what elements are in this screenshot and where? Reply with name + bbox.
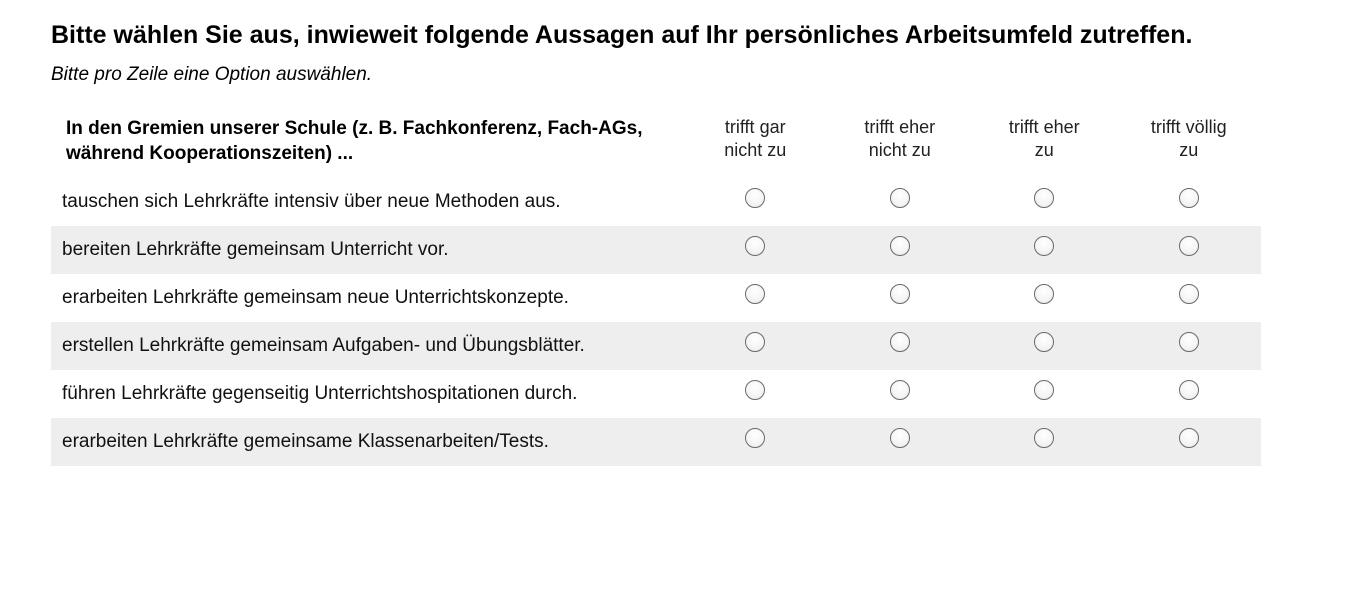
option-header-voellig-zu: trifft völlig zu xyxy=(1117,112,1262,178)
statement-text: erarbeiten Lehrkräfte gemeinsame Klassen… xyxy=(62,431,549,452)
radio-button[interactable] xyxy=(1178,332,1199,352)
matrix-row-label: erstellen Lehrkräfte gemeinsam Aufgaben-… xyxy=(51,322,683,370)
matrix-row-label: erarbeiten Lehrkräfte gemeinsam neue Unt… xyxy=(51,274,683,322)
radio-button[interactable] xyxy=(1034,332,1055,352)
statement-text: bereiten Lehrkräfte gemeinsam Unterricht… xyxy=(62,239,449,260)
option-header-line: trifft eher xyxy=(1008,117,1080,137)
radio-cell xyxy=(1117,178,1262,226)
likert-matrix: In den Gremien unserer Schule (z. B. Fac… xyxy=(51,112,1261,466)
matrix-row: führen Lehrkräfte gegenseitig Unterricht… xyxy=(51,370,1261,418)
option-header-line: trifft gar xyxy=(724,117,786,137)
option-header-line: trifft völlig xyxy=(1150,117,1227,137)
radio-button[interactable] xyxy=(1178,188,1199,208)
matrix-row-label: bereiten Lehrkräfte gemeinsam Unterricht… xyxy=(51,226,683,274)
radio-button[interactable] xyxy=(745,284,766,304)
statement-text: tauschen sich Lehrkräfte intensiv über n… xyxy=(62,191,561,212)
radio-cell xyxy=(1116,322,1261,370)
radio-button[interactable] xyxy=(889,236,910,256)
radio-button[interactable] xyxy=(889,428,910,448)
radio-cell xyxy=(683,226,828,274)
question-title: Bitte wählen Sie aus, inwieweit folgende… xyxy=(51,21,1193,49)
survey-question: Bitte wählen Sie aus, inwieweit folgende… xyxy=(51,0,1261,466)
option-header-line: zu xyxy=(1034,140,1054,160)
radio-cell xyxy=(683,418,828,466)
radio-button[interactable] xyxy=(889,284,910,304)
option-header-gar-nicht-zu: trifft gar nicht zu xyxy=(683,112,828,178)
matrix-statement-header: In den Gremien unserer Schule (z. B. Fac… xyxy=(66,118,643,164)
question-hint: Bitte pro Zeile eine Option auswählen. xyxy=(51,64,373,85)
radio-cell xyxy=(827,226,972,274)
radio-cell xyxy=(972,418,1117,466)
radio-cell xyxy=(972,322,1117,370)
option-header-line: nicht zu xyxy=(868,140,931,160)
matrix-row: erarbeiten Lehrkräfte gemeinsame Klassen… xyxy=(51,418,1261,466)
matrix-row-label: tauschen sich Lehrkräfte intensiv über n… xyxy=(51,178,683,226)
radio-button[interactable] xyxy=(1178,236,1199,256)
option-header-line: zu xyxy=(1179,140,1199,160)
radio-button[interactable] xyxy=(889,380,910,400)
radio-button[interactable] xyxy=(745,428,766,448)
radio-cell xyxy=(828,274,973,322)
matrix-header-row: In den Gremien unserer Schule (z. B. Fac… xyxy=(51,112,1261,178)
radio-cell xyxy=(828,370,973,418)
radio-cell xyxy=(827,322,972,370)
radio-cell xyxy=(683,178,828,226)
option-header-line: nicht zu xyxy=(724,140,787,160)
matrix-row: tauschen sich Lehrkräfte intensiv über n… xyxy=(51,178,1261,226)
matrix-row: erstellen Lehrkräfte gemeinsam Aufgaben-… xyxy=(51,322,1261,370)
radio-cell xyxy=(1116,418,1261,466)
radio-cell xyxy=(683,274,828,322)
option-header-eher-nicht-zu: trifft eher nicht zu xyxy=(828,112,973,178)
radio-button[interactable] xyxy=(1178,380,1199,400)
option-header-eher-zu: trifft eher zu xyxy=(972,112,1117,178)
option-header-line: trifft eher xyxy=(864,117,936,137)
radio-button[interactable] xyxy=(1178,428,1199,448)
radio-cell xyxy=(1116,226,1261,274)
radio-button[interactable] xyxy=(745,380,766,400)
matrix-row-label: erarbeiten Lehrkräfte gemeinsame Klassen… xyxy=(51,418,683,466)
matrix-row: erarbeiten Lehrkräfte gemeinsam neue Unt… xyxy=(51,274,1261,322)
matrix-row-label: führen Lehrkräfte gegenseitig Unterricht… xyxy=(51,370,683,418)
radio-button[interactable] xyxy=(889,188,910,208)
radio-cell xyxy=(972,226,1117,274)
radio-cell xyxy=(972,370,1117,418)
matrix-row: bereiten Lehrkräfte gemeinsam Unterricht… xyxy=(51,226,1261,274)
statement-text: führen Lehrkräfte gegenseitig Unterricht… xyxy=(62,383,578,404)
statement-text: erstellen Lehrkräfte gemeinsam Aufgaben-… xyxy=(62,335,585,356)
radio-cell xyxy=(683,322,828,370)
radio-button[interactable] xyxy=(1034,188,1055,208)
radio-cell xyxy=(828,178,973,226)
statement-text: erarbeiten Lehrkräfte gemeinsam neue Unt… xyxy=(62,287,569,308)
radio-button[interactable] xyxy=(745,332,766,352)
radio-button[interactable] xyxy=(1034,236,1055,256)
radio-cell xyxy=(972,178,1117,226)
radio-cell xyxy=(827,418,972,466)
radio-button[interactable] xyxy=(889,332,910,352)
radio-cell xyxy=(1117,370,1262,418)
radio-button[interactable] xyxy=(745,236,766,256)
radio-cell xyxy=(972,274,1117,322)
radio-cell xyxy=(683,370,828,418)
radio-button[interactable] xyxy=(1034,428,1055,448)
radio-button[interactable] xyxy=(1178,284,1199,304)
radio-cell xyxy=(1117,274,1262,322)
radio-button[interactable] xyxy=(745,188,766,208)
radio-button[interactable] xyxy=(1034,284,1055,304)
radio-button[interactable] xyxy=(1034,380,1055,400)
